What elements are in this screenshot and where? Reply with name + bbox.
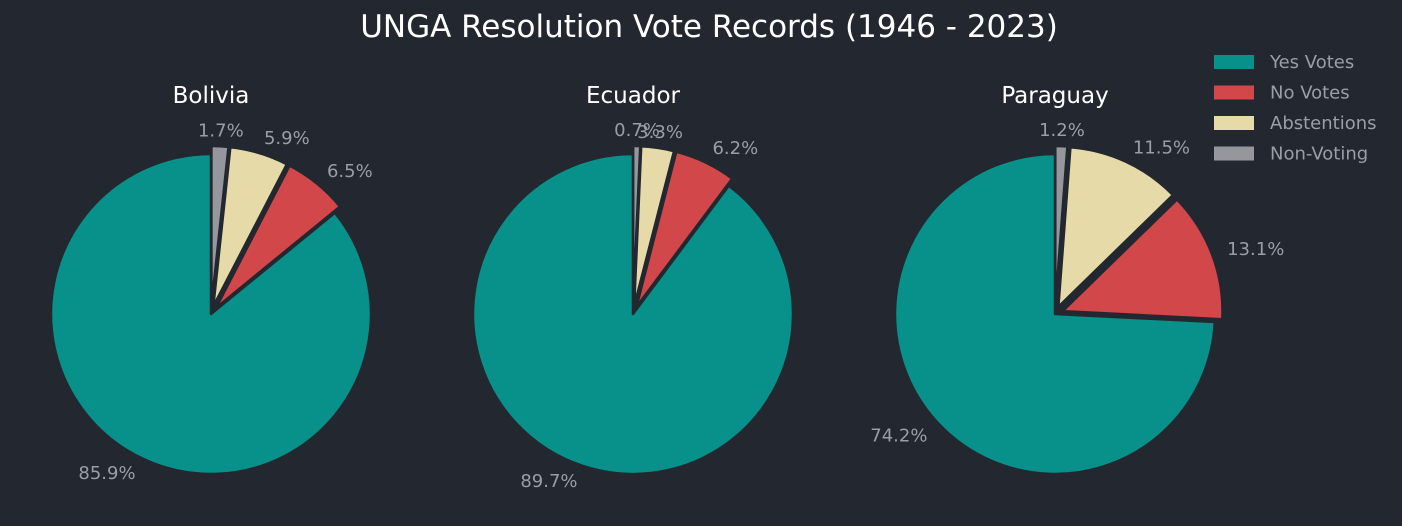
pie-group: Bolivia 85.9% 6.5% 5.9% 1.7% Ecuador 89.7% 6.2%… [49, 83, 1284, 492]
legend-label: No Votes [1270, 83, 1350, 104]
pie-bolivia: Bolivia 85.9% 6.5% 5.9% 1.7% [49, 83, 373, 484]
slice-label: 6.5% [327, 161, 373, 182]
legend-swatch [1214, 116, 1254, 130]
pie-slice-abstentions [1057, 145, 1175, 309]
legend-item-abstentions: Abstentions [1214, 113, 1377, 134]
legend-label: Non-Voting [1270, 144, 1368, 165]
legend-swatch [1214, 146, 1254, 161]
slice-label: 89.7% [520, 471, 577, 492]
pie-slice-non-voting [631, 144, 642, 308]
pie-slice-yes-votes [471, 152, 795, 476]
slice-label: 1.7% [198, 120, 244, 141]
pie-slice-non-voting [1054, 144, 1069, 308]
legend-swatch [1214, 85, 1254, 100]
pie-slice-yes-votes [893, 152, 1217, 476]
pie-title: Bolivia [173, 83, 250, 109]
legend-label: Abstentions [1270, 113, 1377, 134]
pie-slice-no-votes [1061, 198, 1224, 321]
legend-swatch [1214, 55, 1254, 69]
slice-label: 0.7% [614, 120, 660, 141]
pie-slice-non-voting [210, 144, 230, 308]
slice-label: 6.2% [712, 138, 758, 159]
pie-slice-yes-votes [49, 152, 373, 476]
slice-label: 3.3% [637, 122, 683, 143]
slice-label: 1.2% [1039, 120, 1085, 141]
pie-slice-no-votes [635, 150, 734, 309]
pie-ecuador: Ecuador 89.7% 6.2% 3.3%0.7% [471, 83, 795, 492]
pie-paraguay: Paraguay 74.2% 13.1% 11.5% 1.2% [870, 83, 1284, 476]
pie-title: Paraguay [1001, 83, 1108, 109]
legend-item-no-votes: No Votes [1214, 83, 1350, 104]
slice-label: 85.9% [78, 463, 135, 484]
slice-label: 74.2% [870, 425, 927, 446]
legend-item-yes-votes: Yes Votes [1214, 52, 1354, 73]
slice-label: 11.5% [1133, 137, 1190, 158]
legend: Yes Votes No Votes Abstentions Non-Voting [1214, 52, 1377, 165]
chart-title: UNGA Resolution Vote Records (1946 - 202… [360, 9, 1058, 45]
slice-label: 5.9% [264, 128, 310, 149]
pie-slice-abstentions [212, 146, 289, 308]
legend-label: Yes Votes [1269, 52, 1354, 73]
pie-slice-no-votes [214, 164, 342, 310]
pie-title: Ecuador [586, 83, 681, 109]
slice-label: 13.1% [1227, 239, 1284, 260]
legend-item-non-voting: Non-Voting [1214, 144, 1368, 165]
